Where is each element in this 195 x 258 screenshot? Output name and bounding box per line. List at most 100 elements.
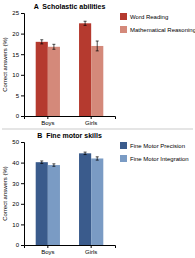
legend-item: Mathematical Reasoning [120, 26, 195, 33]
series [48, 41, 103, 116]
y-axis: 0 5 10 15 20 25 [12, 10, 24, 119]
x-axis: Boys Girls [25, 116, 116, 126]
tick-mark [21, 163, 24, 164]
tick-mark [21, 245, 24, 246]
plot-area [36, 21, 104, 116]
tick-label: Girls [85, 249, 97, 255]
legend-label: Fine Motor Integration [130, 156, 189, 162]
tick-mark [21, 183, 24, 184]
legend-swatch [120, 13, 127, 20]
tick-label: 20 [12, 201, 19, 207]
tick-mark [91, 245, 92, 248]
tick-mark [91, 116, 92, 119]
bar [48, 165, 60, 245]
title: B Fine motor skills [37, 132, 102, 139]
tick-mark [21, 34, 24, 35]
tick-mark [21, 142, 24, 143]
tick: 5 [16, 93, 24, 99]
tick-mark [21, 13, 24, 14]
tick-label: 0 [16, 113, 20, 119]
tick-label: 20 [12, 31, 19, 37]
axis-line [21, 14, 25, 117]
tick: 50 [12, 139, 24, 145]
tick-label: 10 [12, 72, 19, 78]
error-bar [84, 152, 87, 154]
tick: Girls [85, 245, 97, 255]
error-bar [96, 41, 99, 51]
tick-label: 0 [16, 242, 20, 248]
panel: 0 5 10 15 20 25 Boys Girls A Scholastic abilitie… [2, 3, 195, 126]
tick-mark [47, 245, 48, 248]
bar [91, 158, 103, 245]
bar [91, 46, 103, 116]
tick: 40 [12, 160, 24, 166]
tick-label: 25 [12, 10, 19, 16]
legend-swatch [120, 26, 127, 33]
bar [79, 153, 91, 245]
tick-mark [21, 204, 24, 205]
tick: 20 [12, 31, 24, 37]
bar [36, 162, 48, 245]
tick: 20 [12, 201, 24, 207]
legend-swatch [120, 142, 127, 149]
error-bar [52, 44, 55, 49]
legend: Fine Motor Precision Fine Motor Integrati… [120, 142, 189, 162]
tick-mark [21, 116, 24, 117]
error-bar [84, 21, 87, 25]
series [36, 21, 91, 116]
legend-swatch [120, 155, 127, 162]
error-bar [96, 157, 99, 160]
error-bar [40, 161, 43, 163]
tick-label: Boys [41, 249, 54, 255]
tick: 30 [12, 181, 24, 187]
tick: 25 [12, 10, 24, 16]
legend-item: Word Reading [120, 13, 168, 20]
panel: 0 10 20 30 40 50 Boys Girls B Fine motor skills C… [2, 132, 189, 255]
tick: Boys [41, 245, 54, 255]
tick: 15 [12, 52, 24, 58]
tick: Girls [85, 116, 97, 126]
series [48, 157, 103, 245]
y-axis: 0 10 20 30 40 50 [12, 139, 24, 248]
tick-mark [21, 54, 24, 55]
error-bar [52, 164, 55, 166]
tick-label: 30 [12, 181, 19, 187]
legend-label: Mathematical Reasoning [130, 27, 195, 33]
divider [2, 129, 193, 130]
axis-title: Correct answers (%) [2, 37, 8, 92]
legend-item: Fine Motor Integration [120, 155, 189, 162]
tick: 10 [12, 222, 24, 228]
tick-label: 15 [12, 52, 19, 58]
series [36, 152, 91, 245]
tick-mark [21, 75, 24, 76]
error-bar [40, 40, 43, 44]
tick-mark [21, 224, 24, 225]
tick: 0 [16, 242, 24, 248]
legend-label: Fine Motor Precision [130, 143, 185, 149]
bar [36, 42, 48, 116]
tick-mark [21, 95, 24, 96]
axis-line [25, 246, 116, 249]
title: A Scholastic abilities [34, 3, 106, 10]
x-axis: Boys Girls [25, 245, 116, 255]
tick: 10 [12, 72, 24, 78]
tick-label: 50 [12, 139, 19, 145]
bar [79, 23, 91, 116]
plot-area [36, 152, 104, 245]
tick-label: Boys [41, 120, 54, 126]
bar [48, 47, 60, 116]
legend-item: Fine Motor Precision [120, 142, 185, 149]
tick-label: 5 [16, 93, 20, 99]
tick: 0 [16, 113, 24, 119]
chart: 0 5 10 15 20 25 Boys Girls A Scholastic abilitie… [0, 0, 195, 258]
legend: Word Reading Mathematical Reasoning [120, 13, 195, 33]
axis-title: Correct answers (%) [2, 166, 8, 221]
tick-label: Girls [85, 120, 97, 126]
tick-label: 10 [12, 222, 19, 228]
legend-label: Word Reading [130, 14, 168, 20]
tick-mark [47, 116, 48, 119]
axis-line [25, 117, 116, 120]
tick-label: 40 [12, 160, 19, 166]
tick: Boys [41, 116, 54, 126]
axis-line [21, 143, 25, 246]
